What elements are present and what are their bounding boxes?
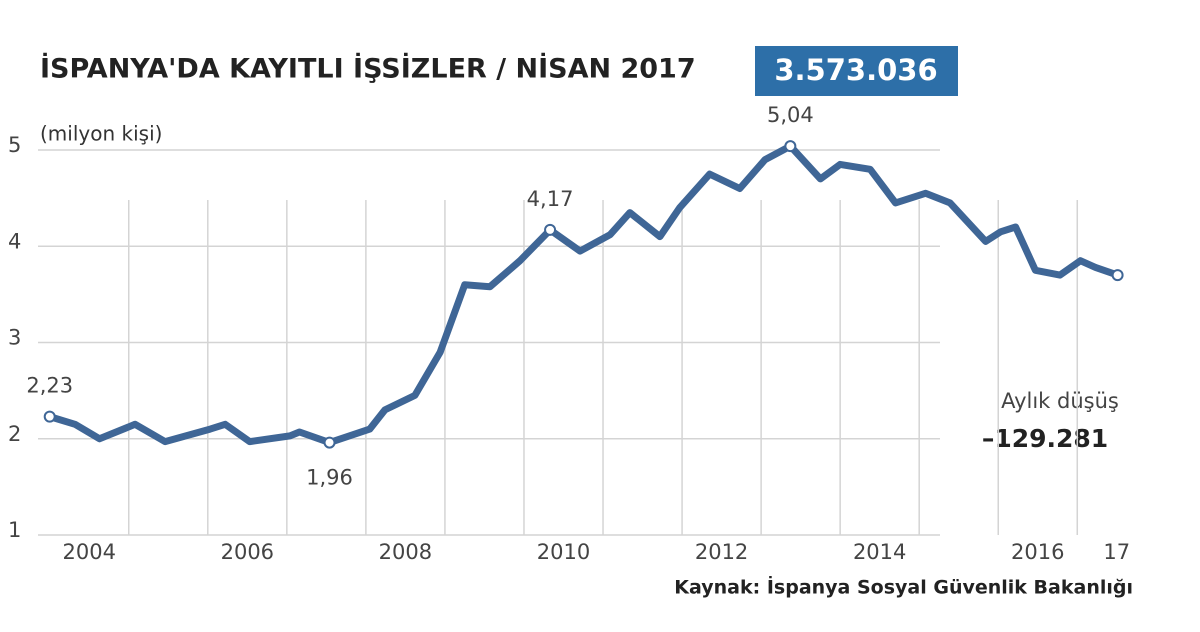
x-tick-label: 2004 bbox=[63, 540, 116, 564]
x-tick-label: 2016 bbox=[1011, 540, 1064, 564]
point-marker bbox=[323, 436, 336, 449]
value-label: 4,17 bbox=[527, 187, 574, 211]
data-line bbox=[46, 142, 1122, 447]
value-label: 1,96 bbox=[306, 466, 353, 490]
y-tick-label: 2 bbox=[8, 422, 21, 446]
point-marker bbox=[544, 223, 557, 236]
y-tick-label: 4 bbox=[8, 229, 21, 253]
value-label: 2,23 bbox=[26, 374, 73, 398]
highlight-box bbox=[755, 46, 958, 96]
y-tick-label: 1 bbox=[8, 518, 21, 542]
y-axis-label: (milyon kişi) bbox=[40, 122, 162, 146]
annotation-title: Aylık düşüş bbox=[1001, 389, 1119, 413]
annotation-value: –129.281 bbox=[982, 424, 1108, 453]
point-marker bbox=[43, 410, 56, 423]
source: Kaynak: İspanya Sosyal Güvenlik Bakanlığ… bbox=[674, 575, 1133, 599]
value-label: 5,04 bbox=[767, 103, 814, 127]
x-tick-label: 2012 bbox=[695, 540, 748, 564]
x-tick-label: 2008 bbox=[379, 540, 432, 564]
point-marker bbox=[784, 140, 797, 153]
end-marker bbox=[1111, 269, 1124, 282]
x-tick-label: 2010 bbox=[537, 540, 590, 564]
y-tick-label: 3 bbox=[8, 326, 21, 350]
x-tick-label: 17 bbox=[1103, 540, 1130, 564]
y-tick-label: 5 bbox=[8, 133, 21, 157]
highlight-value: 3.573.036 bbox=[774, 53, 937, 87]
chart-title: İSPANYA'DA KAYITLI İŞSİZLER / NİSAN 2017 bbox=[40, 53, 696, 85]
x-tick-label: 2014 bbox=[853, 540, 906, 564]
x-tick-label: 2006 bbox=[221, 540, 274, 564]
